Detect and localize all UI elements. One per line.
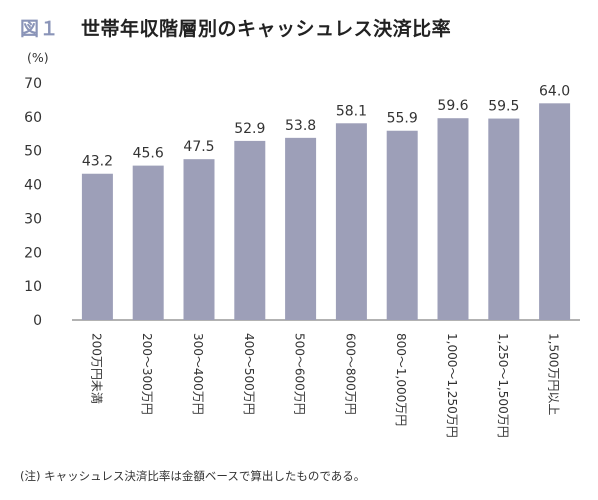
x-tick-label: 200万円未満: [89, 333, 103, 404]
x-tick-label: 500～600万円: [293, 333, 307, 415]
x-tick-label: 300～400万円: [191, 333, 205, 415]
footnote: (注) キャッシュレス決済比率は金額ベースで算出したものである。: [20, 469, 366, 483]
data-label: 59.6: [437, 98, 468, 114]
y-tick-label: 50: [24, 144, 42, 160]
figure-title-row: 図１ 世帯年収階層別のキャッシュレス決済比率: [20, 12, 451, 42]
data-label: 55.9: [387, 111, 418, 127]
figure-number: 図１: [20, 17, 60, 40]
x-tick-label: 800～1,000万円: [394, 333, 408, 426]
data-label: 52.9: [234, 121, 265, 137]
bar: [437, 118, 469, 320]
data-label: 47.5: [183, 139, 214, 155]
x-tick-label: 1,250～1,500万円: [496, 333, 510, 438]
x-tick-label: 1,500万円以上: [547, 333, 561, 415]
data-label: 45.6: [133, 146, 164, 162]
data-label: 43.2: [82, 154, 113, 170]
y-axis-unit-label: (%): [27, 50, 49, 65]
y-tick-label: 60: [24, 110, 42, 126]
bar: [335, 123, 367, 320]
bar: [285, 137, 317, 320]
bar: [132, 165, 164, 320]
y-tick-label: 40: [24, 178, 42, 194]
y-tick-label: 0: [33, 313, 42, 329]
data-label: 53.8: [285, 118, 316, 134]
data-label: 58.1: [336, 103, 367, 119]
bar: [183, 159, 215, 320]
y-tick-label: 20: [24, 245, 42, 261]
x-tick-label: 1,000～1,250万円: [445, 333, 459, 438]
bar: [539, 103, 571, 320]
x-tick-label: 600～800万円: [343, 333, 357, 415]
y-tick-label: 10: [24, 279, 42, 295]
bar: [488, 118, 520, 320]
y-tick-label: 30: [24, 211, 42, 227]
bar: [81, 173, 113, 320]
chart-title: 世帯年収階層別のキャッシュレス決済比率: [81, 17, 452, 40]
data-label: 59.5: [488, 99, 519, 115]
x-tick-label: 400～500万円: [242, 333, 256, 415]
bar: [386, 130, 418, 320]
bar: [234, 140, 266, 320]
bar-chart: (%) 0 10 20 30 40 50 60 70 43.2 200万円未満 45.6 200～300…: [24, 50, 580, 438]
data-label: 64.0: [539, 83, 570, 99]
x-tick-label: 200～300万円: [140, 333, 154, 415]
y-tick-label: 70: [24, 76, 42, 92]
